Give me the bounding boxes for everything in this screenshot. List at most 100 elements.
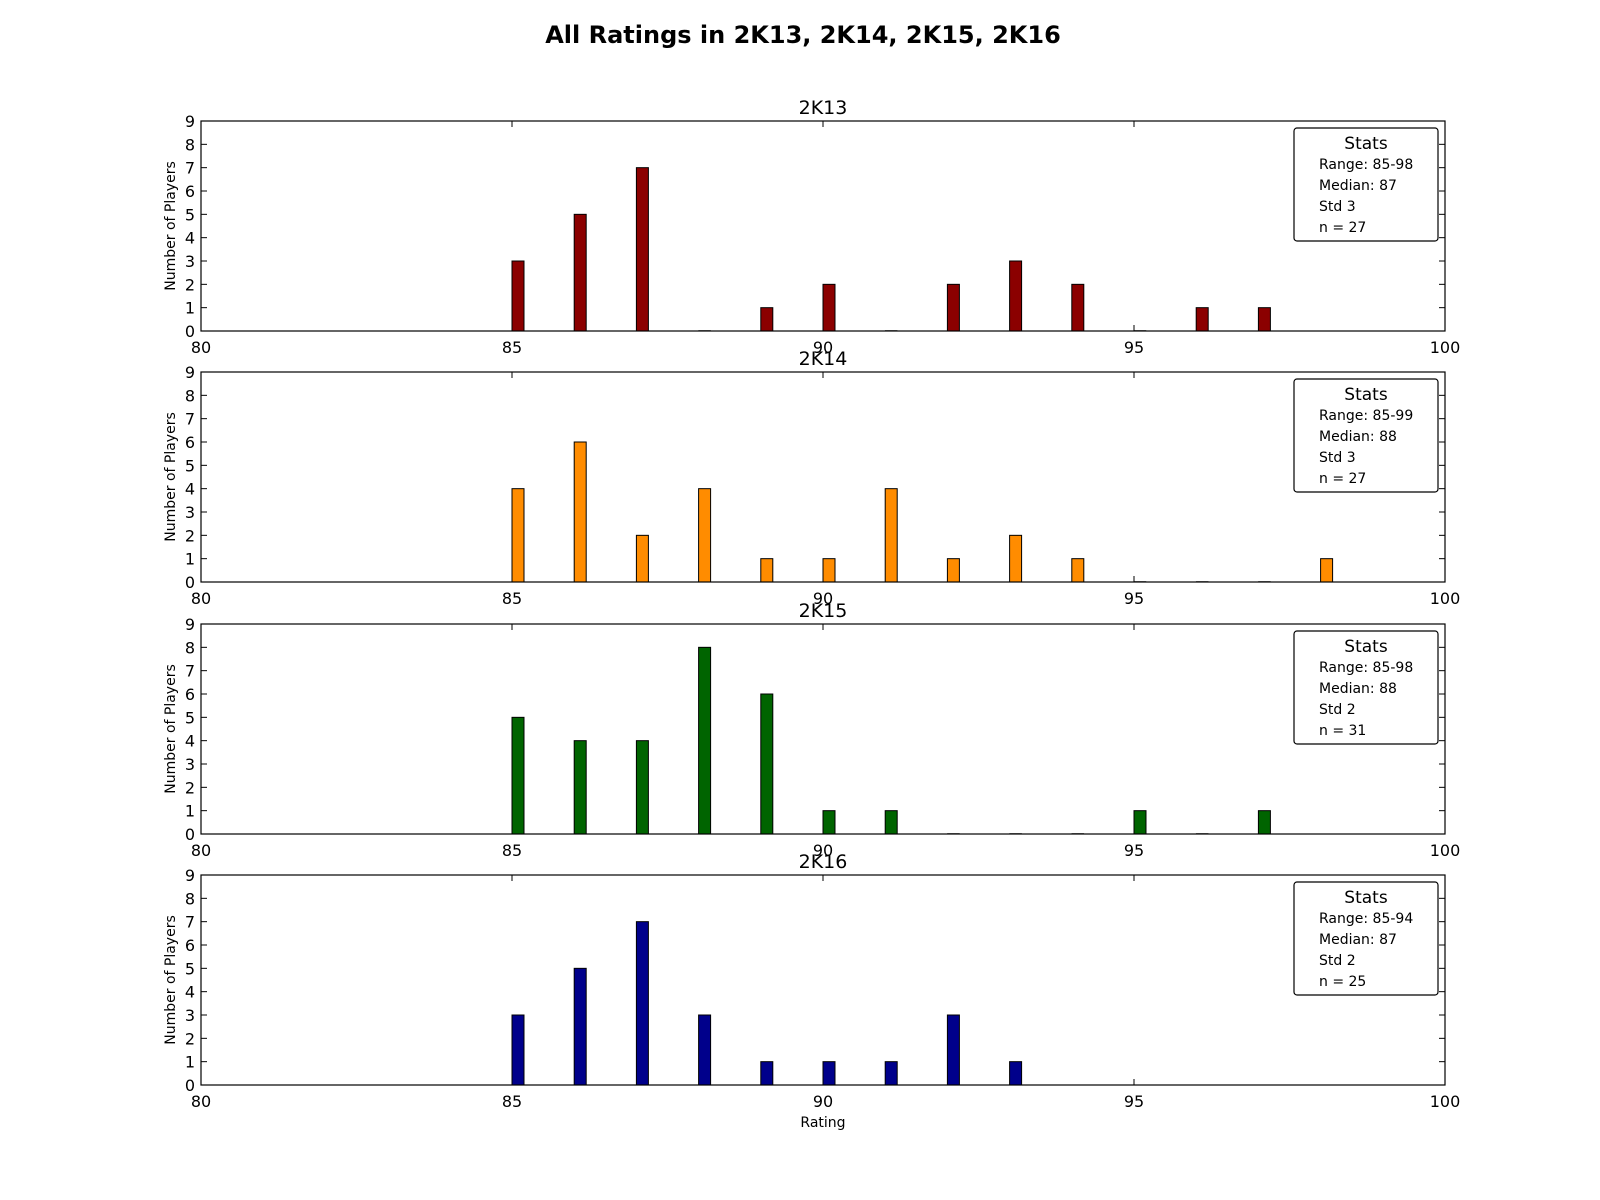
x-tick-label: 95	[1124, 841, 1144, 860]
y-axis-ticks: 0 1 2 3 4 5 6 7 8 9	[185, 615, 1445, 844]
bar	[1009, 1061, 1023, 1086]
stats-title: Stats	[1344, 637, 1388, 657]
stats-n: n = 25	[1319, 974, 1366, 990]
y-tick-label: 3	[185, 755, 195, 774]
x-tick-label: 80	[191, 1092, 211, 1111]
y-tick-label: 0	[185, 322, 195, 341]
y-tick-label: 3	[185, 503, 195, 522]
y-axis-ticks: 0 1 2 3 4 5 6 7 8 9	[185, 112, 1445, 341]
bar	[573, 740, 587, 835]
bar	[698, 488, 712, 583]
x-tick-label: 90	[813, 589, 833, 608]
y-tick-label: 5	[185, 205, 195, 224]
bar	[1009, 534, 1023, 583]
bar-series	[511, 921, 1023, 1086]
bar	[1071, 558, 1085, 583]
bar	[822, 1061, 836, 1086]
bar	[1009, 260, 1023, 332]
stats-title: Stats	[1344, 385, 1388, 405]
bar	[573, 967, 587, 1086]
stats-box: Stats Range: 85-98 Median: 87 Std 3 n = 27	[1293, 127, 1439, 242]
y-tick-label: 4	[185, 229, 195, 248]
x-tick-label: 95	[1124, 589, 1144, 608]
bar	[1071, 283, 1085, 332]
stats-box-frame	[1293, 378, 1439, 493]
stats-title: Stats	[1344, 888, 1388, 908]
y-axis-ticks: 0 1 2 3 4 5 6 7 8 9	[185, 866, 1445, 1095]
bar	[635, 534, 649, 583]
bar	[760, 307, 774, 332]
y-tick-label: 7	[185, 410, 195, 429]
y-tick-label: 3	[185, 252, 195, 271]
y-tick-label: 5	[185, 708, 195, 727]
bar	[884, 810, 898, 835]
y-tick-label: 6	[185, 182, 195, 201]
y-tick-label: 7	[185, 913, 195, 932]
subplot-3: 2K15 0 1 2 3 4 5 6 7 8 9 80 85 90 95 100 Number of Playe…	[163, 600, 1460, 860]
y-tick-label: 6	[185, 936, 195, 955]
y-tick-label: 9	[185, 866, 195, 885]
y-tick-label: 6	[185, 685, 195, 704]
x-tick-label: 100	[1430, 589, 1461, 608]
y-tick-label: 4	[185, 983, 195, 1002]
stats-range: Range: 85-99	[1319, 408, 1413, 424]
bar	[946, 558, 960, 583]
subplot-title: 2K16	[799, 851, 848, 873]
y-tick-label: 5	[185, 456, 195, 475]
x-tick-label: 85	[502, 1092, 522, 1111]
bar	[884, 488, 898, 583]
y-tick-label: 3	[185, 1006, 195, 1025]
y-tick-label: 7	[185, 662, 195, 681]
y-tick-label: 2	[185, 1029, 195, 1048]
stats-median: Median: 87	[1319, 178, 1397, 194]
x-tick-label: 80	[191, 589, 211, 608]
subplot-1: 2K13 0 1 2 3 4 5 6 7 8 9 80 85 90 95 100 Number of Playe…	[163, 97, 1460, 357]
stats-range: Range: 85-98	[1319, 660, 1413, 676]
y-tick-label: 1	[185, 1053, 195, 1072]
x-axis-ticks: 80 85 90 95 100	[191, 372, 1460, 608]
y-axis-label: Number of Players	[163, 664, 179, 794]
subplot-title: 2K14	[799, 348, 848, 370]
x-tick-label: 100	[1430, 338, 1461, 357]
bar	[760, 1061, 774, 1086]
bar-series	[511, 167, 1271, 332]
stats-box-frame	[1293, 881, 1439, 996]
x-tick-label: 80	[191, 841, 211, 860]
bar	[760, 558, 774, 583]
stats-std: Std 3	[1319, 450, 1356, 466]
y-tick-label: 0	[185, 1076, 195, 1095]
stats-std: Std 3	[1319, 199, 1356, 215]
x-tick-label: 85	[502, 589, 522, 608]
stats-box: Stats Range: 85-99 Median: 88 Std 3 n = 27	[1293, 378, 1439, 493]
x-tick-label: 90	[813, 841, 833, 860]
bar	[511, 1014, 525, 1086]
y-tick-label: 8	[185, 889, 195, 908]
y-tick-label: 8	[185, 386, 195, 405]
x-tick-label: 95	[1124, 1092, 1144, 1111]
bar	[760, 693, 774, 835]
y-tick-label: 2	[185, 526, 195, 545]
y-tick-label: 1	[185, 550, 195, 569]
stats-n: n = 31	[1319, 723, 1366, 739]
bar	[635, 167, 649, 332]
bar	[635, 740, 649, 835]
bar	[698, 646, 712, 835]
y-axis-label: Number of Players	[163, 412, 179, 542]
bar	[946, 1014, 960, 1086]
stats-range: Range: 85-94	[1319, 911, 1413, 927]
subplot-title: 2K13	[799, 97, 848, 119]
x-tick-label: 95	[1124, 338, 1144, 357]
y-axis-ticks: 0 1 2 3 4 5 6 7 8 9	[185, 363, 1445, 592]
bar	[1133, 810, 1147, 835]
stats-n: n = 27	[1319, 220, 1366, 236]
y-tick-label: 1	[185, 299, 195, 318]
bar	[884, 1061, 898, 1086]
y-axis-label: Number of Players	[163, 915, 179, 1045]
y-tick-label: 2	[185, 275, 195, 294]
stats-range: Range: 85-98	[1319, 157, 1413, 173]
y-tick-label: 8	[185, 638, 195, 657]
figure-title: All Ratings in 2K13, 2K14, 2K15, 2K16	[545, 21, 1061, 49]
x-tick-label: 100	[1430, 1092, 1461, 1111]
y-tick-label: 8	[185, 135, 195, 154]
